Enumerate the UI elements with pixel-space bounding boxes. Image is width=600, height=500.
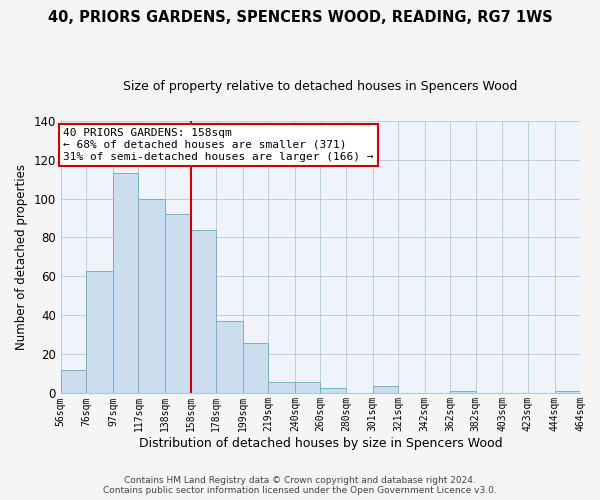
- Bar: [554, 392, 580, 394]
- Bar: [165, 214, 191, 394]
- Bar: [295, 382, 320, 394]
- Text: Contains HM Land Registry data © Crown copyright and database right 2024.
Contai: Contains HM Land Registry data © Crown c…: [103, 476, 497, 495]
- Bar: [268, 382, 295, 394]
- Y-axis label: Number of detached properties: Number of detached properties: [15, 164, 28, 350]
- Bar: [86, 270, 113, 394]
- Bar: [450, 392, 476, 394]
- Bar: [216, 322, 243, 394]
- X-axis label: Distribution of detached houses by size in Spencers Wood: Distribution of detached houses by size …: [139, 437, 502, 450]
- Title: Size of property relative to detached houses in Spencers Wood: Size of property relative to detached ho…: [123, 80, 518, 93]
- Bar: [113, 173, 139, 394]
- Bar: [139, 198, 165, 394]
- Bar: [243, 342, 268, 394]
- Bar: [61, 370, 86, 394]
- Bar: [373, 386, 398, 394]
- Bar: [191, 230, 216, 394]
- Bar: [320, 388, 346, 394]
- Text: 40 PRIORS GARDENS: 158sqm
← 68% of detached houses are smaller (371)
31% of semi: 40 PRIORS GARDENS: 158sqm ← 68% of detac…: [64, 128, 374, 162]
- Text: 40, PRIORS GARDENS, SPENCERS WOOD, READING, RG7 1WS: 40, PRIORS GARDENS, SPENCERS WOOD, READI…: [47, 10, 553, 25]
